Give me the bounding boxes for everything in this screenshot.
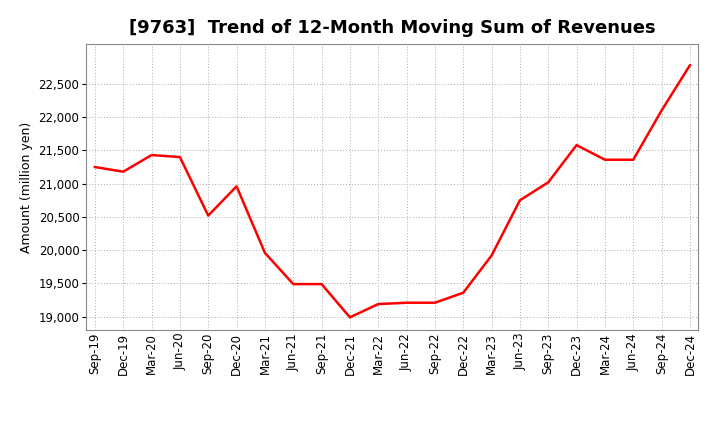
Title: [9763]  Trend of 12-Month Moving Sum of Revenues: [9763] Trend of 12-Month Moving Sum of R… xyxy=(129,19,656,37)
Y-axis label: Amount (million yen): Amount (million yen) xyxy=(20,121,33,253)
